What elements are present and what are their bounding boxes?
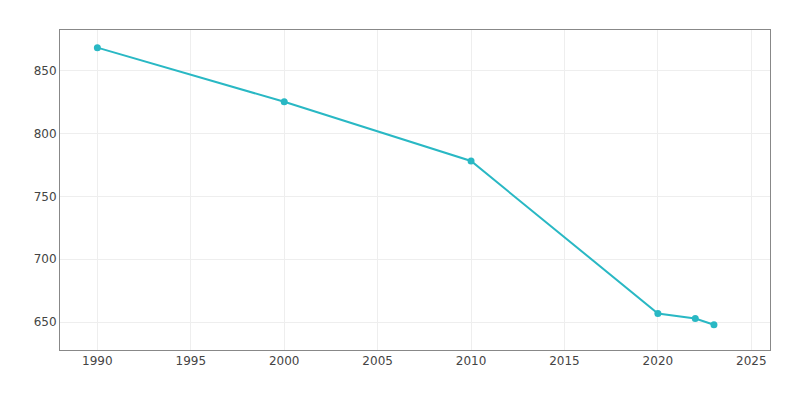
svg-text:700: 700 [34,252,57,266]
svg-text:2000: 2000 [269,354,300,368]
svg-text:2020: 2020 [643,354,674,368]
svg-text:850: 850 [34,64,57,78]
svg-text:1990: 1990 [82,354,113,368]
svg-text:750: 750 [34,190,57,204]
svg-text:800: 800 [34,127,57,141]
svg-text:2015: 2015 [549,354,580,368]
svg-text:650: 650 [34,315,57,329]
svg-text:1995: 1995 [176,354,207,368]
svg-text:2025: 2025 [736,354,767,368]
svg-text:2010: 2010 [456,354,487,368]
svg-text:2005: 2005 [362,354,393,368]
